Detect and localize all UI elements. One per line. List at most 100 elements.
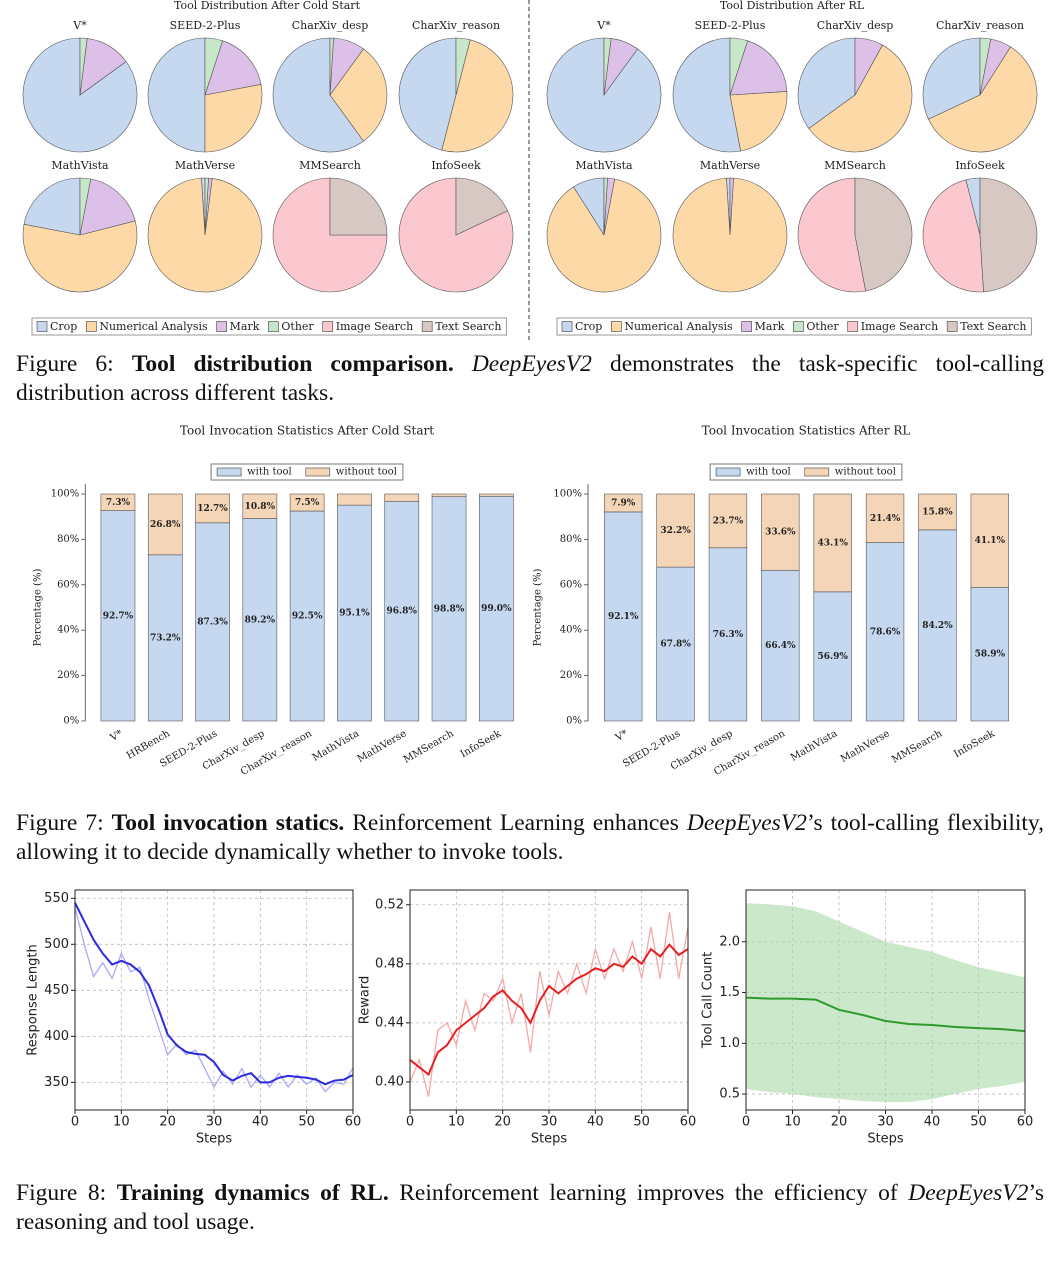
value-label: 33.6% — [765, 528, 796, 538]
legend-swatch — [610, 321, 622, 332]
x-tick-label: V* — [613, 728, 630, 744]
x-tick-label: 10 — [113, 1115, 130, 1130]
pie-slice — [147, 37, 206, 153]
legend-swatch — [421, 321, 433, 332]
legend-label: Other — [281, 320, 314, 333]
pie-title: SEED-2-Plus — [170, 19, 241, 32]
pie-title: CharXiv_reason — [412, 19, 500, 32]
value-label: 87.3% — [197, 617, 228, 627]
pie-slice — [22, 220, 138, 293]
value-label: 56.9% — [817, 652, 848, 662]
pie-slice — [854, 177, 913, 292]
value-label: 92.7% — [103, 611, 134, 621]
bar-segment — [479, 495, 514, 722]
value-label: 7.5% — [295, 498, 320, 508]
y-tick-label: 0% — [566, 716, 582, 727]
y-tick-label: 40% — [560, 625, 582, 636]
value-label: 7.3% — [106, 498, 131, 508]
bar-segment — [289, 493, 325, 512]
x-tick-label: 60 — [1017, 1115, 1034, 1130]
pie-title: MathVista — [51, 159, 109, 172]
pie-slice — [329, 48, 388, 142]
x-tick-label: 30 — [877, 1115, 894, 1130]
pie-slice — [79, 37, 88, 96]
legend-swatch — [268, 321, 279, 332]
x-tick-label: 50 — [970, 1115, 987, 1130]
pie-slice — [455, 177, 508, 236]
y-axis-label: Tool Call Count — [701, 952, 716, 1049]
bar-segment — [865, 542, 905, 722]
bar-segment — [431, 493, 467, 498]
bar-segment — [865, 493, 905, 543]
x-tick-label: 10 — [784, 1115, 801, 1130]
x-tick-label: MMSearch — [402, 728, 457, 766]
caption-text: Figure 7: — [16, 810, 112, 836]
caption: Figure 8: Training dynamics of RL. Reinf… — [16, 1179, 1044, 1237]
pie-slice — [272, 177, 388, 293]
pie-slice — [204, 177, 209, 236]
panel-title: Tool Distribution After RL — [720, 0, 865, 12]
legend-label: Crop — [575, 320, 602, 333]
caption-text: Reinforcement learning improves the effi… — [388, 1180, 909, 1206]
pie-slice — [808, 44, 913, 153]
caption-text: Figure 6: — [16, 351, 132, 377]
x-tick-label: InfoSeek — [459, 728, 504, 760]
caption-text: DeepEyesV2 — [686, 810, 807, 836]
value-label: 96.8% — [387, 607, 418, 617]
value-label: 26.8% — [150, 520, 181, 530]
legend-swatch — [804, 467, 830, 477]
bar-segment — [147, 493, 183, 556]
legend-label: Text Search — [435, 320, 501, 333]
x-tick-label: 50 — [633, 1115, 650, 1130]
value-label: 10.8% — [245, 502, 276, 512]
y-tick-label: 60% — [57, 579, 79, 590]
pie-title: MathVerse — [700, 159, 760, 172]
y-axis-label: Percentage (%) — [33, 569, 44, 647]
pie-title: MathVista — [575, 159, 633, 172]
pie-slice — [79, 178, 136, 236]
x-tick-label: MathVerse — [839, 728, 892, 765]
y-axis-label: Reward — [358, 976, 373, 1024]
pie-slice — [147, 177, 263, 293]
legend-label: with tool — [247, 467, 292, 478]
value-label: 66.4% — [765, 641, 796, 651]
caption-text: demonstrates the task-specific tool-call… — [16, 351, 1045, 406]
legend-label: Other — [806, 320, 839, 333]
x-tick-label: 50 — [298, 1115, 315, 1130]
legend-label: Numerical Analysis — [99, 320, 208, 333]
x-tick-label: 10 — [448, 1115, 465, 1130]
pie-title: V* — [72, 19, 87, 32]
chart-title: Tool Invocation Statistics After Cold St… — [180, 424, 434, 438]
bar-segment — [708, 547, 748, 722]
x-tick-label: MathVista — [789, 728, 840, 764]
pie-title: CharXiv_desp — [292, 19, 369, 32]
bar-segment — [604, 511, 643, 722]
x-tick-label: 20 — [831, 1115, 848, 1130]
value-label: 41.1% — [975, 536, 1006, 546]
bar-segment — [604, 493, 643, 513]
x-tick-label: 20 — [494, 1115, 511, 1130]
legend-label: Crop — [50, 320, 77, 333]
x-tick-label: MathVista — [311, 728, 362, 764]
value-label: 78.6% — [870, 627, 901, 637]
y-tick-label: 400 — [44, 1029, 69, 1044]
legend-label: Image Search — [336, 320, 414, 333]
bar-segment — [813, 493, 852, 593]
y-axis-label: Response Length — [26, 944, 41, 1055]
pie-slice — [729, 40, 788, 96]
y-tick-label: 350 — [44, 1075, 69, 1090]
caption-text: Tool invocation statics. — [111, 810, 345, 836]
x-tick-label: 20 — [159, 1115, 176, 1130]
pie-slice — [398, 37, 457, 151]
x-tick-label: 30 — [206, 1115, 223, 1130]
y-tick-label: 450 — [44, 983, 69, 998]
pie-slice — [854, 37, 883, 96]
legend-label: without tool — [835, 467, 896, 478]
legend-label: Mark — [755, 320, 785, 333]
bar-segment — [918, 493, 957, 531]
bar-segment — [384, 500, 420, 722]
pie-slice — [455, 37, 471, 96]
legend: with tool without tool — [709, 463, 903, 481]
chart-title: Tool Invocation Statistics After RL — [702, 424, 911, 438]
pie-slice — [79, 177, 92, 236]
